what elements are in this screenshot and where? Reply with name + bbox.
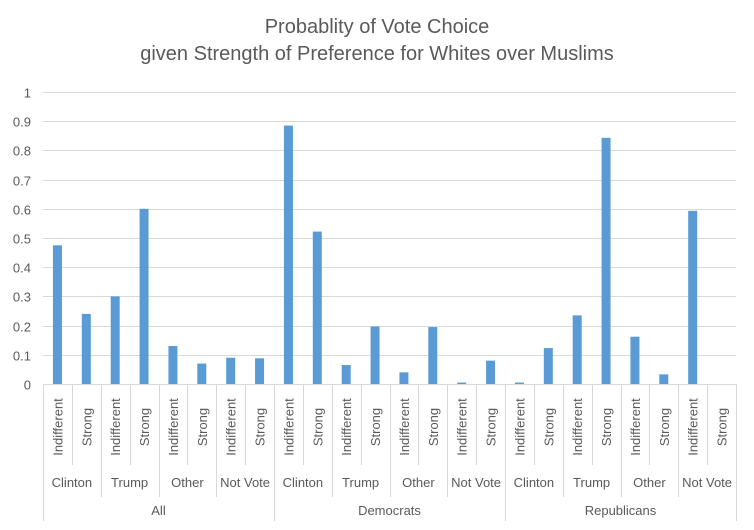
x-choice-label: Trump [111, 475, 148, 490]
y-tick-label: 0.9 [13, 115, 31, 130]
y-tick-label: 0.8 [13, 144, 31, 159]
x-choice-label: Other [402, 475, 435, 490]
chart-title-line-1: Probablity of Vote Choice [264, 16, 490, 38]
x-level-label: Strong [253, 408, 268, 446]
chart-title-line-2: given Strength of Preference for Whites … [140, 43, 614, 65]
bar [197, 363, 207, 384]
bars [52, 125, 698, 384]
x-level-label: Strong [599, 408, 614, 446]
bar [428, 327, 438, 384]
x-level-label: Indifferent [628, 398, 643, 456]
bar [486, 360, 496, 384]
x-level-label: Strong [426, 408, 441, 446]
x-level-label: Indifferent [570, 398, 585, 456]
x-choice-label: Not Vote [220, 475, 270, 490]
x-choice-label: Other [633, 475, 666, 490]
x-axis-categories: Indifferent Strong Indifferent Strong Indiff… [43, 384, 737, 521]
x-group-label: All [151, 503, 166, 518]
x-level-label: Indifferent [512, 398, 527, 456]
y-tick-label: 0.6 [13, 203, 31, 218]
bar [168, 346, 178, 384]
bar [572, 315, 582, 384]
y-axis-tick-labels: 0 0.1 0.2 0.3 0.4 0.5 0.6 0.7 0.8 0.9 1 [13, 86, 31, 393]
x-level-label: Indifferent [50, 398, 65, 456]
x-level-label: Strong [715, 408, 730, 446]
bar [341, 365, 351, 384]
y-tick-label: 1 [24, 86, 31, 101]
bar [399, 372, 409, 384]
y-tick-label: 0.1 [13, 349, 31, 364]
x-level-label: Strong [79, 408, 94, 446]
bar [514, 382, 524, 384]
x-choice-label: Clinton [514, 475, 554, 490]
x-level-label: Strong [195, 408, 210, 446]
bar [457, 382, 467, 384]
y-tick-label: 0.5 [13, 232, 31, 247]
bar [52, 245, 62, 384]
bar [370, 326, 380, 384]
bar [543, 348, 553, 384]
y-tick-label: 0 [24, 378, 31, 393]
bar [601, 137, 611, 384]
bar [81, 313, 91, 384]
x-level-label: Strong [310, 408, 325, 446]
x-level-label: Indifferent [224, 398, 239, 456]
x-group-label: Republicans [585, 503, 657, 518]
x-choice-label: Not Vote [451, 475, 501, 490]
gridlines [43, 92, 736, 385]
bar [312, 231, 322, 384]
x-level-label: Strong [368, 408, 383, 446]
bar [659, 374, 669, 384]
x-choice-label: Clinton [52, 475, 92, 490]
y-tick-label: 0.4 [13, 261, 31, 276]
bar [110, 296, 120, 384]
x-level-label: Indifferent [108, 398, 123, 456]
bar [255, 358, 265, 384]
x-level-label: Indifferent [166, 398, 181, 456]
bar [630, 336, 640, 384]
x-choice-label: Trump [573, 475, 610, 490]
x-level-label: Indifferent [339, 398, 354, 456]
x-choice-label: Other [171, 475, 204, 490]
x-choice-label: Clinton [283, 475, 323, 490]
bar [283, 125, 293, 384]
chart-title: Probablity of Vote Choice given Strength… [0, 14, 754, 68]
x-level-label: Strong [657, 408, 672, 446]
y-tick-label: 0.2 [13, 320, 31, 335]
x-level-label: Strong [484, 408, 499, 446]
x-group-label: Democrats [358, 503, 421, 518]
x-level-label: Strong [137, 408, 152, 446]
x-choice-label: Not Vote [682, 475, 732, 490]
bar [226, 357, 236, 384]
bar [688, 210, 698, 384]
x-level-label: Indifferent [686, 398, 701, 456]
y-tick-label: 0.3 [13, 290, 31, 305]
y-tick-label: 0.7 [13, 174, 31, 189]
x-level-label: Indifferent [455, 398, 470, 456]
bar [139, 208, 149, 384]
x-level-label: Strong [541, 408, 556, 446]
x-level-label: Indifferent [281, 398, 296, 456]
x-level-label: Indifferent [397, 398, 412, 456]
x-choice-label: Trump [342, 475, 379, 490]
